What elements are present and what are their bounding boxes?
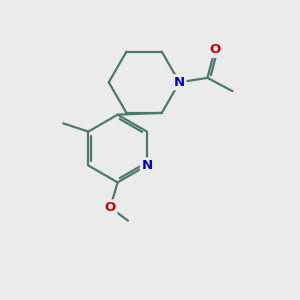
Text: N: N (141, 159, 152, 172)
Text: N: N (174, 76, 185, 89)
Text: O: O (209, 44, 220, 56)
Text: O: O (105, 201, 116, 214)
